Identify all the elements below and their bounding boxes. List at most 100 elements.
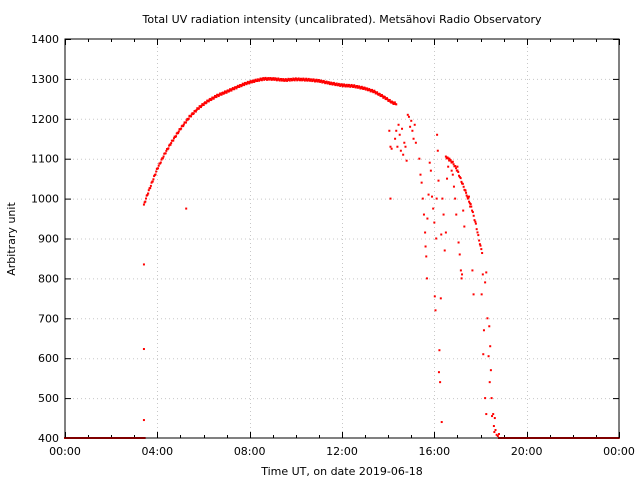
data-point xyxy=(268,78,271,81)
data-point xyxy=(309,79,312,82)
data-point xyxy=(233,88,236,91)
data-point xyxy=(494,429,497,432)
data-point xyxy=(187,117,190,120)
data-point xyxy=(342,84,345,87)
data-point xyxy=(471,269,474,272)
data-point xyxy=(454,165,457,168)
data-point xyxy=(456,165,459,168)
data-point xyxy=(378,93,381,96)
data-point xyxy=(435,197,438,200)
data-point xyxy=(145,197,148,200)
data-point xyxy=(160,158,163,161)
data-point xyxy=(420,181,423,184)
data-point xyxy=(177,130,180,133)
data-point xyxy=(172,139,175,142)
data-point xyxy=(410,119,413,122)
data-point xyxy=(392,102,395,105)
data-point xyxy=(315,78,318,81)
data-point xyxy=(431,195,434,198)
data-point xyxy=(394,137,397,140)
x-tick-label: 08:00 xyxy=(234,445,266,458)
data-point xyxy=(157,164,160,167)
data-point xyxy=(424,231,427,234)
data-point xyxy=(393,101,396,104)
data-point xyxy=(265,78,268,81)
data-point xyxy=(147,189,150,192)
data-point xyxy=(421,197,424,200)
data-point xyxy=(495,433,498,436)
data-point xyxy=(475,228,478,231)
data-point xyxy=(292,78,295,81)
data-point xyxy=(283,79,286,82)
data-point xyxy=(209,97,212,100)
data-point xyxy=(376,91,379,94)
y-tick-label: 700 xyxy=(38,312,59,325)
data-point xyxy=(471,211,474,214)
data-point xyxy=(452,163,455,166)
data-point xyxy=(180,127,183,130)
data-point xyxy=(142,203,145,206)
data-point xyxy=(323,81,326,84)
data-point xyxy=(486,317,489,320)
data-point xyxy=(444,155,447,158)
data-point xyxy=(401,127,404,130)
data-point xyxy=(150,181,153,184)
data-point xyxy=(472,214,475,217)
data-point xyxy=(492,425,495,428)
data-point xyxy=(481,273,484,276)
x-tick-label: 16:00 xyxy=(418,445,450,458)
data-point xyxy=(311,79,314,82)
data-point xyxy=(277,77,280,80)
data-point xyxy=(456,169,459,172)
data-point xyxy=(491,415,494,418)
data-point xyxy=(275,77,278,80)
data-point xyxy=(322,81,325,84)
data-point xyxy=(280,77,283,80)
data-point xyxy=(458,174,461,177)
data-point xyxy=(319,80,322,83)
data-point xyxy=(168,144,171,147)
data-point xyxy=(383,96,386,99)
data-point xyxy=(362,87,365,90)
data-point xyxy=(213,96,216,99)
data-point xyxy=(236,84,239,87)
data-point xyxy=(151,180,154,183)
data-point xyxy=(357,86,360,89)
y-tick-label: 1200 xyxy=(31,113,59,126)
data-point xyxy=(371,88,374,91)
data-point xyxy=(372,91,375,94)
data-point xyxy=(215,96,218,99)
data-point xyxy=(350,83,353,86)
data-point xyxy=(455,167,458,170)
data-point xyxy=(325,80,328,83)
data-point xyxy=(322,79,325,82)
data-point xyxy=(296,79,299,82)
data-point xyxy=(440,233,443,236)
data-point xyxy=(253,80,256,83)
data-point xyxy=(164,152,167,155)
data-point xyxy=(432,207,435,210)
data-point xyxy=(490,397,493,400)
y-tick-label: 500 xyxy=(38,392,59,405)
data-point xyxy=(281,79,284,82)
data-point xyxy=(301,78,304,81)
data-point xyxy=(390,147,393,150)
data-point xyxy=(391,101,394,104)
data-point xyxy=(185,119,188,122)
data-point xyxy=(465,191,468,194)
data-point xyxy=(489,345,492,348)
data-point xyxy=(335,82,338,85)
data-point xyxy=(220,93,223,96)
data-point xyxy=(348,84,351,87)
data-point xyxy=(260,79,263,82)
x-axis-label: Time UT, on date 2019-06-18 xyxy=(260,465,423,478)
data-point xyxy=(435,237,438,240)
data-point xyxy=(235,87,238,90)
data-point xyxy=(413,123,416,126)
data-point xyxy=(481,252,484,255)
data-point xyxy=(478,243,481,246)
data-point xyxy=(459,269,462,272)
data-point xyxy=(226,89,229,92)
data-point xyxy=(332,81,335,84)
data-point xyxy=(219,92,222,95)
